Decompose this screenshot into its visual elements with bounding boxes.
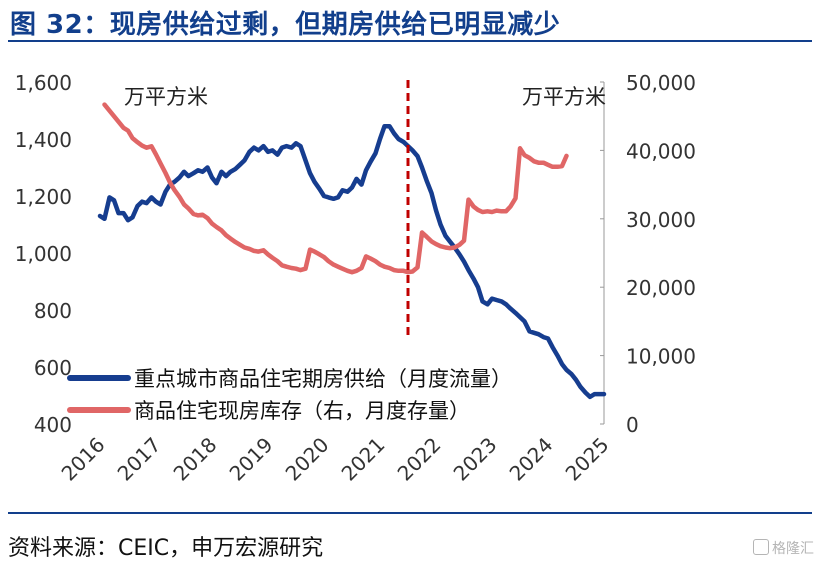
right-axis-tick-label: 20,000 [626, 276, 696, 300]
x-axis-tick-label: 2019 [225, 433, 278, 486]
left-axis-tick-label: 1,200 [15, 185, 72, 209]
series-line-presale-supply [97, 123, 607, 400]
left-axis-tick-label: 600 [34, 356, 72, 380]
footer-divider [8, 512, 812, 514]
left-axis-tick-label: 1,000 [15, 242, 72, 266]
x-axis-tick-label: 2017 [113, 433, 166, 486]
x-axis-tick-label: 2016 [57, 433, 110, 486]
right-axis-tick-label: 0 [626, 413, 639, 437]
title-divider [8, 40, 812, 42]
left-axis-unit-label: 万平方米 [124, 85, 208, 109]
chart-title: 图 32：现房供给过剩，但期房供给已明显减少 [10, 10, 561, 40]
x-axis-tick-label: 2024 [505, 433, 558, 486]
watermark-logo-icon [753, 539, 769, 555]
right-axis-tick-label: 50,000 [626, 71, 696, 95]
left-axis-tick-label: 1,600 [15, 71, 72, 95]
x-axis-tick-label: 2022 [393, 433, 446, 486]
right-axis-tick-label: 30,000 [626, 208, 696, 232]
x-axis-tick-label: 2018 [169, 433, 222, 486]
right-axis-tick-label: 40,000 [626, 139, 696, 163]
right-axis-tick-label: 10,000 [626, 345, 696, 369]
source-note: 资料来源：CEIC，申万宏源研究 [8, 536, 324, 561]
watermark: 格隆汇 [753, 538, 814, 558]
x-axis-tick-label: 2021 [337, 433, 390, 486]
x-axis-tick-label: 2023 [449, 433, 502, 486]
right-axis-unit-label: 万平方米 [522, 85, 606, 109]
left-axis-tick-label: 400 [34, 413, 72, 437]
left-axis-tick-label: 1,400 [15, 128, 72, 152]
series-line-completed-inventory [102, 102, 569, 275]
legend-label: 重点城市商品住宅期房供给（月度流量） [134, 367, 512, 391]
legend-label: 商品住宅现房库存（右，月度存量） [134, 399, 470, 423]
line-chart: 400 600 800 1,000 1,200 1,400 1,600 0 10,000 20,0… [15, 71, 696, 486]
left-axis-tick-label: 800 [34, 299, 72, 323]
x-axis-tick-label: 2025 [561, 433, 614, 486]
x-axis-tick-label: 2020 [281, 433, 334, 486]
watermark-text: 格隆汇 [772, 541, 814, 557]
